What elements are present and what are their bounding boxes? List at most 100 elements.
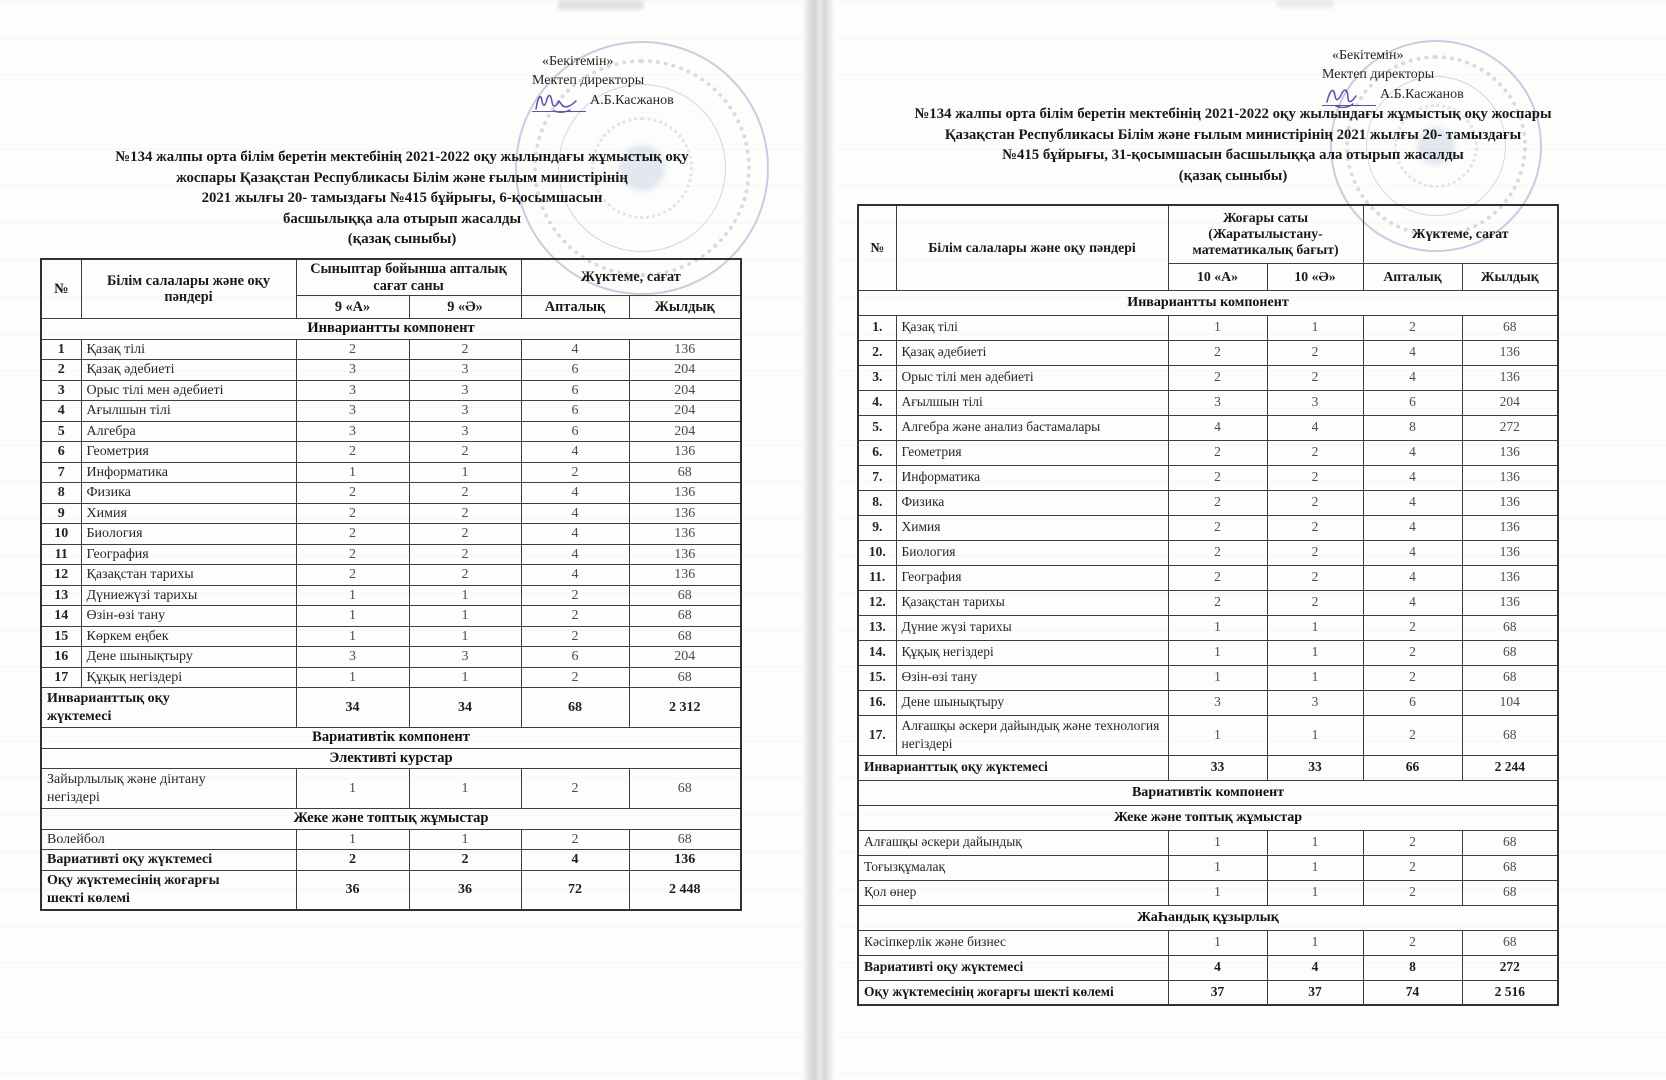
hours-value: 3 xyxy=(408,359,522,381)
row-number: 1 xyxy=(40,338,82,360)
col-header-class2: 10 «Ә» xyxy=(1266,262,1364,291)
hours-value: 68 xyxy=(1461,714,1559,756)
hours-value: 204 xyxy=(628,379,742,401)
subject-row: 17. Алғашқы әскери дайындық және технолог… xyxy=(857,714,1559,756)
hours-value: 3 xyxy=(295,379,410,401)
hours-value: 1 xyxy=(1266,614,1364,641)
subject-row: 6. Геометрия 2 2 4 136 xyxy=(857,439,1559,466)
hours-value: 1 xyxy=(1167,929,1268,956)
subject-name: Тоғызқұмалақ xyxy=(857,854,1169,881)
row-number: 14 xyxy=(40,605,82,627)
subject-name: Волейбол xyxy=(40,828,297,850)
hours-value: 2 xyxy=(1266,439,1364,466)
hours-value: 2 xyxy=(408,482,522,504)
subject-name: Биология xyxy=(80,523,297,545)
document-title: №134 жалпы орта білім беретін мектебінің… xyxy=(57,147,747,250)
section-label: ЖаҺандық құзырлық xyxy=(857,904,1559,931)
col-header-class2: 9 «Ә» xyxy=(408,295,522,319)
subject-name: Алғашқы әскери дайындық xyxy=(857,829,1169,856)
total-value: 33 xyxy=(1167,754,1268,781)
hours-value: 1 xyxy=(408,666,522,688)
total-value: 2 xyxy=(408,849,522,871)
hours-value: 4 xyxy=(1362,339,1463,366)
hours-value: 2 xyxy=(520,584,630,606)
total-row: Вариативті оқу жүктемесі 2 2 4 136 xyxy=(40,849,742,871)
title-line: 2021 жылғы 20- тамыздағы №415 бұйрығы, 6… xyxy=(201,190,603,206)
section-row: ЖаҺандық құзырлық xyxy=(857,904,1559,931)
row-number: 6. xyxy=(857,439,897,466)
hours-value: 2 xyxy=(295,564,410,586)
subject-name: Қазақ тілі xyxy=(80,338,297,360)
total-value: 136 xyxy=(628,849,742,871)
signer-name: А.Б.Касжанов xyxy=(1380,87,1464,102)
hours-value: 4 xyxy=(1362,589,1463,616)
signature-row: А.Б.Касжанов xyxy=(1322,85,1464,108)
col-header-yearly: Жылдық xyxy=(1461,262,1559,291)
hours-value: 1 xyxy=(1266,929,1364,956)
col-header-classes-group: Сыныптар бойынша апталық сағат саны xyxy=(295,258,522,296)
col-header-num: № xyxy=(857,204,897,291)
hours-value: 2 xyxy=(520,605,630,627)
subject-name: Қазақстан тарихы xyxy=(895,589,1169,616)
hours-value: 1 xyxy=(295,461,410,483)
hours-value: 2 xyxy=(408,564,522,586)
col-header-weekly: Апталық xyxy=(520,295,630,319)
subject-name: Көркем еңбек xyxy=(80,625,297,647)
hours-value: 1 xyxy=(295,625,410,647)
total-value: 2 312 xyxy=(628,687,742,728)
total-value: 37 xyxy=(1266,979,1364,1006)
row-number: 10 xyxy=(40,523,82,545)
row-number: 1. xyxy=(857,314,897,341)
hours-value: 2 xyxy=(295,441,410,463)
subject-row: 12 Қазақстан тарихы 2 2 4 136 xyxy=(40,564,742,586)
hours-value: 1 xyxy=(1167,314,1268,341)
row-number: 13 xyxy=(40,584,82,606)
title-line: басшылыққа ала отырып жасалды xyxy=(282,210,522,227)
title-line: жоспары Қазақстан Республикасы Білім жән… xyxy=(176,169,628,186)
total-value: 74 xyxy=(1362,979,1463,1006)
subject-row: 8 Физика 2 2 4 136 xyxy=(40,482,742,504)
subject-name: Қазақ әдебиеті xyxy=(895,339,1169,366)
hours-value: 1 xyxy=(1167,829,1268,856)
hours-value: 4 xyxy=(1362,539,1463,566)
section-row: Инвариантты компонент xyxy=(857,289,1559,316)
hours-value: 136 xyxy=(628,502,742,524)
subject-row: Зайырлылық және дінтану негіздері 1 1 2 68 xyxy=(40,768,742,809)
hours-value: 1 xyxy=(295,828,410,850)
section-row: Жеке және топтық жұмыстар xyxy=(40,808,742,830)
hours-value: 2 xyxy=(1167,339,1268,366)
hours-value: 2 xyxy=(1167,439,1268,466)
hours-value: 1 xyxy=(408,625,522,647)
hours-value: 3 xyxy=(295,359,410,381)
subject-name: Құқық негіздері xyxy=(80,666,297,688)
subject-name: Химия xyxy=(895,514,1169,541)
hours-value: 204 xyxy=(628,420,742,442)
hours-value: 1 xyxy=(408,605,522,627)
subject-row: 5 Алгебра 3 3 6 204 xyxy=(40,420,742,442)
subject-row: 16 Дене шынықтыру 3 3 6 204 xyxy=(40,646,742,668)
hours-value: 1 xyxy=(408,828,522,850)
hours-value: 272 xyxy=(1461,414,1559,441)
hours-value: 2 xyxy=(408,441,522,463)
col-header-class1: 9 «А» xyxy=(295,295,410,319)
subject-name: География xyxy=(895,564,1169,591)
hours-value: 68 xyxy=(628,768,742,809)
subject-name: Қазақ тілі xyxy=(895,314,1169,341)
approval-label: «Бекітемін» xyxy=(542,54,614,69)
subject-row: 16. Дене шынықтыру 3 3 6 104 xyxy=(857,689,1559,716)
row-number: 16 xyxy=(40,646,82,668)
hours-value: 136 xyxy=(1461,464,1559,491)
hours-value: 1 xyxy=(295,584,410,606)
row-number: 4. xyxy=(857,389,897,416)
hours-value: 3 xyxy=(408,646,522,668)
hours-value: 1 xyxy=(408,768,522,809)
hours-value: 2 xyxy=(1362,664,1463,691)
hours-value: 2 xyxy=(1362,929,1463,956)
row-number: 7 xyxy=(40,461,82,483)
subject-row: 11 География 2 2 4 136 xyxy=(40,543,742,565)
hours-value: 68 xyxy=(628,605,742,627)
hours-value: 68 xyxy=(1461,929,1559,956)
curriculum-table-grade9: № Білім салалары және оқу пәндері Сыныпт… xyxy=(40,258,742,911)
document-title: №134 жалпы орта білім беретін мектебінің… xyxy=(880,104,1586,186)
total-row: Вариативті оқу жүктемесі 4 4 8 272 xyxy=(857,954,1559,981)
